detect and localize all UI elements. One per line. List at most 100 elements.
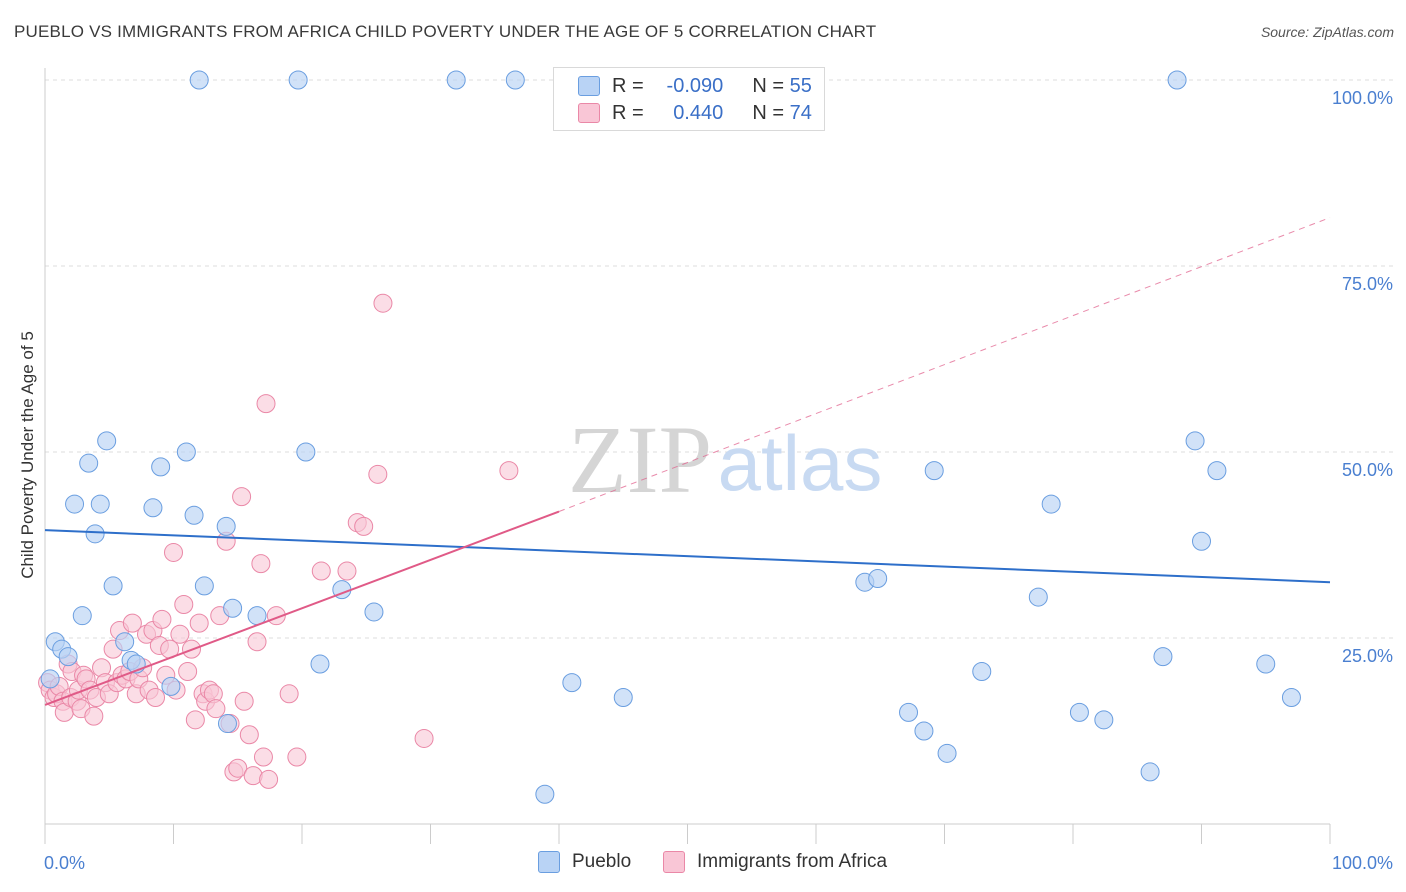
legend-item-pueblo[interactable]: Pueblo: [538, 851, 631, 873]
chart-title: PUEBLO VS IMMIGRANTS FROM AFRICA CHILD P…: [14, 22, 877, 41]
point-africa: [84, 706, 104, 726]
point-africa: [178, 661, 198, 681]
point-pueblo: [1094, 710, 1114, 730]
point-africa: [259, 769, 279, 789]
point-africa: [206, 699, 226, 719]
legend-swatch-pueblo-bottom: [538, 851, 560, 873]
y-tick-label: 100.0%: [1332, 88, 1393, 108]
point-pueblo: [972, 661, 992, 681]
point-africa: [239, 725, 259, 745]
point-pueblo: [1028, 587, 1048, 607]
point-pueblo: [1167, 70, 1187, 90]
point-pueblo: [296, 442, 316, 462]
point-pueblo: [90, 494, 110, 514]
point-pueblo: [103, 576, 123, 596]
watermark-zip: ZIP: [568, 406, 712, 513]
point-pueblo: [217, 714, 237, 734]
point-africa: [354, 516, 374, 536]
point-pueblo: [65, 494, 85, 514]
legend-swatch-africa-bottom: [663, 851, 685, 873]
trend-line-africa-extension: [558, 217, 1331, 512]
trend-line-africa: [44, 510, 560, 706]
point-pueblo: [1207, 461, 1227, 481]
point-pueblo: [937, 743, 957, 763]
y-tick-label: 50.0%: [1342, 460, 1393, 480]
point-africa: [256, 394, 276, 414]
point-pueblo: [85, 524, 105, 544]
point-pueblo: [1185, 431, 1205, 451]
point-pueblo: [161, 676, 181, 696]
legend-label-africa: Immigrants from Africa: [697, 851, 888, 872]
point-pueblo: [899, 702, 919, 722]
point-pueblo: [1041, 494, 1061, 514]
source-credit: Source: ZipAtlas.com: [1260, 24, 1394, 40]
point-pueblo: [364, 602, 384, 622]
point-pueblo: [505, 70, 525, 90]
point-africa: [122, 613, 142, 633]
x-tick-label-max: 100.0%: [1332, 853, 1393, 873]
legend-stats-africa: R = 0.440 N = 74: [612, 101, 812, 124]
point-pueblo: [58, 647, 78, 667]
point-africa: [170, 624, 190, 644]
point-pueblo: [310, 654, 330, 674]
point-pueblo: [79, 453, 99, 473]
point-africa: [287, 747, 307, 767]
point-pueblo: [194, 576, 214, 596]
point-pueblo: [1192, 531, 1211, 551]
y-tick-label: 25.0%: [1342, 646, 1393, 666]
x-tick-label-min: 0.0%: [44, 853, 85, 873]
point-pueblo: [115, 632, 135, 652]
point-africa: [247, 632, 267, 652]
point-africa: [185, 710, 205, 730]
point-pueblo: [40, 669, 60, 689]
legend-swatch-africa: [578, 103, 600, 123]
point-africa: [152, 609, 172, 629]
point-africa: [234, 691, 254, 711]
point-pueblo: [562, 673, 582, 693]
point-africa: [164, 542, 183, 562]
gridlines: [45, 79, 1395, 639]
point-pueblo: [216, 516, 236, 536]
point-pueblo: [176, 442, 196, 462]
point-pueblo: [914, 721, 934, 741]
legend-label-pueblo: Pueblo: [572, 851, 632, 872]
point-africa: [228, 758, 248, 778]
point-pueblo: [97, 431, 117, 451]
series-immigrants-from-africa: [38, 293, 519, 789]
legend-item-africa[interactable]: Immigrants from Africa: [663, 851, 887, 873]
point-pueblo: [868, 568, 888, 588]
point-pueblo: [143, 498, 163, 518]
point-pueblo: [184, 505, 204, 525]
y-tick-label: 75.0%: [1342, 274, 1393, 294]
point-africa: [232, 487, 252, 507]
point-africa: [146, 688, 166, 708]
watermark-atlas: atlas: [718, 419, 883, 507]
point-pueblo: [924, 461, 944, 481]
point-africa: [311, 561, 331, 581]
point-africa: [279, 684, 299, 704]
point-africa: [337, 561, 357, 581]
legend-stats-pueblo: R = -0.090 N = 55: [612, 74, 812, 97]
point-africa: [414, 728, 434, 748]
point-pueblo: [223, 598, 243, 618]
point-pueblo: [446, 70, 466, 90]
point-africa: [251, 554, 271, 574]
trend-line-pueblo: [44, 529, 1331, 584]
legend-swatch-pueblo: [578, 76, 600, 96]
point-africa: [499, 461, 519, 481]
point-pueblo: [613, 688, 633, 708]
point-africa: [253, 747, 273, 767]
point-pueblo: [288, 70, 308, 90]
series-legend: Pueblo Immigrants from Africa: [0, 851, 1406, 879]
point-pueblo: [1153, 647, 1173, 667]
point-pueblo: [1281, 688, 1301, 708]
point-pueblo: [535, 784, 555, 804]
point-pueblo: [1140, 762, 1160, 782]
point-pueblo: [151, 457, 171, 477]
series-pueblo: [40, 70, 1301, 804]
point-africa: [189, 613, 209, 633]
point-africa: [373, 293, 393, 313]
point-pueblo: [1069, 702, 1089, 722]
tick-labels: 100.0% 75.0% 50.0% 25.0% 0.0% 100.0%: [44, 88, 1393, 873]
